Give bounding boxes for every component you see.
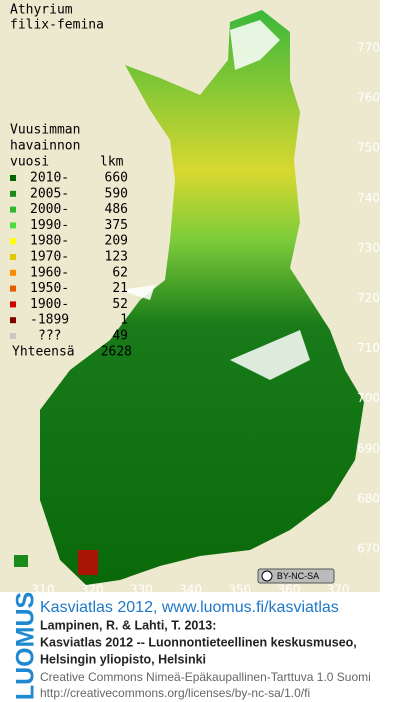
footer-heading: Kasviatlas 2012, www.luomus.fi/kasviatla…: [40, 599, 339, 616]
y-tick-label: 710: [357, 341, 380, 355]
badge-cc: [261, 570, 273, 582]
x-tick-label: 360: [278, 583, 301, 597]
badge-box: [257, 568, 335, 584]
x-tick-label: 330: [130, 583, 153, 597]
legend-label: 1960-: [30, 265, 69, 280]
legend-swatch: [10, 333, 16, 339]
legend-count: 52: [112, 297, 128, 312]
map-hotspot: [78, 550, 98, 575]
legend-swatch: [10, 254, 16, 260]
legend-label: 1970-: [30, 250, 69, 265]
legend-count: 123: [105, 250, 128, 265]
legend-count: 1: [120, 313, 128, 328]
y-tick-label: 740: [357, 191, 380, 205]
license-url: http://creativecommons.org/licenses/by-n…: [40, 686, 310, 700]
title: filix-femina: [10, 18, 104, 33]
legend-label: -1899: [30, 313, 69, 328]
legend-count: 590: [105, 186, 128, 201]
legend-label: 2005-: [30, 186, 69, 201]
citation: Helsingin yliopisto, Helsinki: [40, 652, 206, 666]
legend-header: havainnon: [10, 139, 80, 154]
total-label: Yhteensä: [12, 344, 75, 359]
y-tick-label: 720: [357, 291, 380, 305]
legend-label: 1950-: [30, 281, 69, 296]
map-islands: [14, 555, 28, 567]
citation: Lampinen, R. & Lahti, T. 2013:: [40, 618, 216, 632]
legend-label: 1990-: [30, 218, 69, 233]
legend-count: 62: [112, 265, 128, 280]
legend-header: vuosi: [10, 155, 49, 170]
legend-swatch: [10, 238, 16, 245]
legend-header: Vuusimman: [10, 123, 80, 138]
y-tick-label: 760: [357, 91, 380, 105]
axis-ticks: 310 320 330 340 350 360 370 670 680 690 700 710 720 7…: [32, 41, 380, 597]
license-text: Creative Commons Nimeä-Epäkaupallinen-Ta…: [40, 670, 371, 684]
y-tick-label: 750: [357, 141, 380, 155]
x-tick-label: 340: [179, 583, 202, 597]
legend-count: 660: [105, 171, 128, 186]
legend-swatch: [10, 301, 16, 308]
legend-count: 375: [105, 218, 128, 233]
legend-swatch: [10, 175, 16, 181]
total-count: 2628: [101, 344, 132, 359]
legend-label: 2010-: [30, 171, 69, 186]
y-tick-label: 770: [357, 41, 380, 55]
legend-swatch: [10, 269, 16, 276]
y-tick-label: 700: [357, 391, 380, 405]
y-tick-label: 730: [357, 241, 380, 255]
legend-count-header: lkm: [100, 155, 124, 170]
legend-label: 1900-: [30, 297, 69, 312]
legend-count: 21: [112, 281, 128, 296]
x-tick-label: 370: [327, 583, 350, 597]
legend-swatch: [10, 285, 16, 292]
legend-count: 209: [105, 234, 128, 249]
y-tick-label: 670: [357, 542, 380, 556]
y-tick-label: 690: [357, 441, 380, 455]
legend-swatch: [10, 222, 16, 229]
legend-label: 2000-: [30, 202, 69, 217]
x-tick-label: 350: [228, 583, 251, 597]
title: Athyrium: [10, 3, 73, 18]
logo: LUOMUS: [12, 592, 40, 700]
legend-swatch: [10, 317, 16, 324]
citation: Kasviatlas 2012 -- Luonnontieteellinen k…: [40, 635, 357, 649]
legend-count: 49: [112, 329, 128, 344]
license-badge: BY-NC-SA: [257, 568, 335, 584]
map-sparse-area: [120, 20, 310, 380]
map-land: [40, 10, 364, 585]
x-tick-label: 320: [81, 583, 104, 597]
legend-label: 1980-: [30, 234, 69, 249]
y-tick-label: 680: [357, 491, 380, 505]
legend-label: ???: [38, 329, 61, 344]
x-tick-label: 310: [32, 583, 55, 597]
legend-swatch: [10, 206, 16, 213]
badge-text: BY-NC-SA: [277, 571, 319, 581]
legend-count: 486: [105, 202, 128, 217]
legend-swatch: [10, 190, 16, 197]
